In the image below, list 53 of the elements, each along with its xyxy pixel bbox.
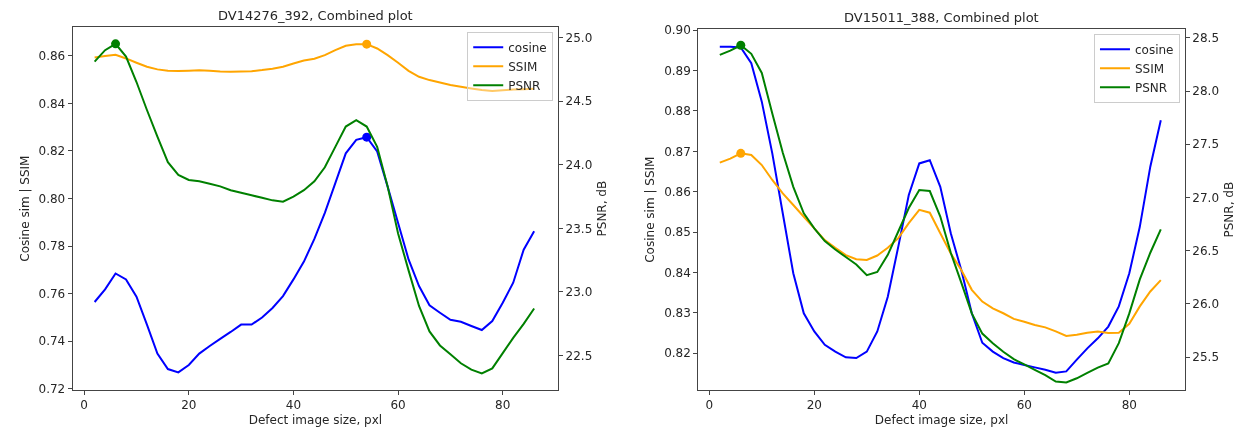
y2-tick-label: 26.5: [1192, 243, 1220, 258]
legend-label: cosine: [1134, 42, 1174, 57]
y2-tick-label: 25.0: [565, 30, 593, 45]
chart-title: DV15011_388, Combined plot: [844, 10, 1039, 25]
y-tick-label: 0.90: [664, 23, 691, 38]
x-tick-label: 60: [390, 398, 406, 413]
x-tick-label: 0: [80, 398, 88, 413]
y-tick-label: 0.84: [664, 265, 691, 280]
y-tick-label: 0.83: [664, 306, 691, 321]
y-tick-label: 0.72: [38, 382, 66, 397]
y-tick-label: 0.82: [664, 346, 691, 361]
x-tick-label: 80: [495, 398, 511, 413]
legend-label: cosine: [508, 40, 547, 55]
legend-label: SSIM: [1134, 61, 1165, 76]
y-tick-label: 0.86: [38, 49, 66, 64]
y-tick-label: 0.82: [38, 144, 66, 159]
y2-tick-label: 28.5: [1192, 31, 1220, 46]
y2-tick-label: 28.0: [1192, 84, 1220, 99]
legend-label: PSNR: [1134, 80, 1168, 95]
y2-tick-label: 24.0: [565, 157, 593, 172]
x-axis-title: Defect image size, pxl: [248, 413, 383, 428]
y-tick-label: 0.85: [664, 225, 691, 240]
y-tick-label: 0.86: [664, 184, 691, 199]
y-tick-label: 0.87: [664, 144, 691, 159]
y-axis-title: Cosine sim | SSIM: [643, 156, 658, 263]
chart-title: DV14276_392, Combined plot: [218, 8, 413, 23]
x-tick-label: 40: [911, 398, 927, 413]
y-axis-title: Cosine sim | SSIM: [17, 155, 32, 262]
y2-axis-title: PSNR, dB: [595, 180, 610, 237]
y2-tick-label: 24.5: [565, 94, 593, 109]
x-tick-label: 60: [1016, 398, 1032, 413]
y-tick-label: 0.88: [664, 104, 691, 119]
x-tick-label: 80: [1121, 398, 1137, 413]
y2-tick-label: 25.5: [1192, 350, 1220, 365]
x-tick-label: 40: [285, 398, 302, 413]
legend-label: SSIM: [508, 59, 538, 74]
y-tick-label: 0.80: [38, 191, 66, 206]
y2-tick-label: 23.5: [565, 221, 593, 236]
y2-tick-label: 26.0: [1192, 297, 1220, 312]
y-tick-label: 0.74: [38, 334, 66, 349]
x-axis-title: Defect image size, pxl: [874, 413, 1009, 428]
x-tick-label: 0: [705, 398, 714, 413]
y2-tick-label: 27.5: [1192, 137, 1220, 152]
y2-tick-label: 27.0: [1192, 190, 1220, 205]
y-tick-label: 0.78: [38, 239, 66, 254]
y2-axis-title: PSNR, dB: [1221, 181, 1236, 238]
y2-tick-label: 22.5: [565, 348, 593, 363]
y-tick-label: 0.76: [38, 286, 66, 301]
y2-tick-label: 23.0: [565, 285, 593, 300]
y-tick-label: 0.89: [664, 63, 691, 78]
x-tick-label: 20: [181, 398, 197, 413]
x-tick-label: 20: [806, 398, 822, 413]
y-tick-label: 0.84: [38, 96, 66, 111]
